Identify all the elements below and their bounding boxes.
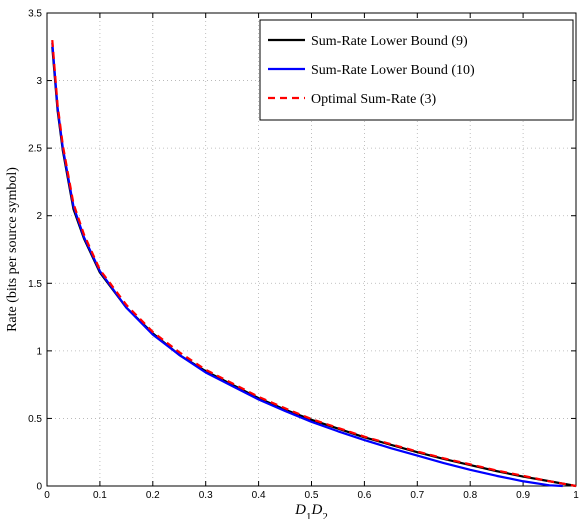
series-line-3: [51, 39, 577, 488]
x-tick-label: 0.3: [199, 490, 213, 501]
x-tick-label: 0.8: [463, 490, 477, 501]
axis-ticks: 0 0.1 0.2 0.3 0.4 0.5 0.6 0.7 0.8 0.9 1 0 0.5 1 1.5 2 2.…: [28, 9, 579, 502]
y-tick-label: 3.5: [28, 9, 42, 20]
y-tick-label: 2.5: [28, 144, 42, 155]
x-tick-label: 0.4: [252, 490, 266, 501]
x-tick-label: 0.7: [410, 490, 424, 501]
series-lines: [51, 39, 577, 488]
legend-box: [259, 19, 574, 121]
legend-label: Optimal Sum-Rate (3): [311, 92, 437, 107]
x-tick-label: 0.5: [305, 490, 319, 501]
y-tick-label: 1.5: [28, 279, 42, 290]
x-tick-label: 0.9: [516, 490, 530, 501]
x-tick-label: 0: [44, 490, 50, 501]
legend: Sum-Rate Lower Bound (9) Sum-Rate Lower B…: [259, 19, 574, 121]
y-tick-label: 1: [36, 346, 42, 357]
legend-label: Sum-Rate Lower Bound (9): [311, 34, 468, 49]
y-axis-label: Rate (bits per source symbol): [5, 167, 20, 332]
x-tick-label: 1: [573, 490, 579, 501]
x-axis-label: D1D2: [294, 502, 328, 519]
x-tick-label: 0.6: [357, 490, 371, 501]
y-tick-label: 0: [36, 482, 42, 493]
x-tick-label: 0.1: [93, 490, 107, 501]
x-tick-label: 0.2: [146, 490, 160, 501]
y-tick-label: 3: [36, 76, 42, 87]
legend-label: Sum-Rate Lower Bound (10): [311, 63, 475, 78]
y-tick-label: 0.5: [28, 414, 42, 425]
y-tick-label: 2: [36, 211, 42, 222]
